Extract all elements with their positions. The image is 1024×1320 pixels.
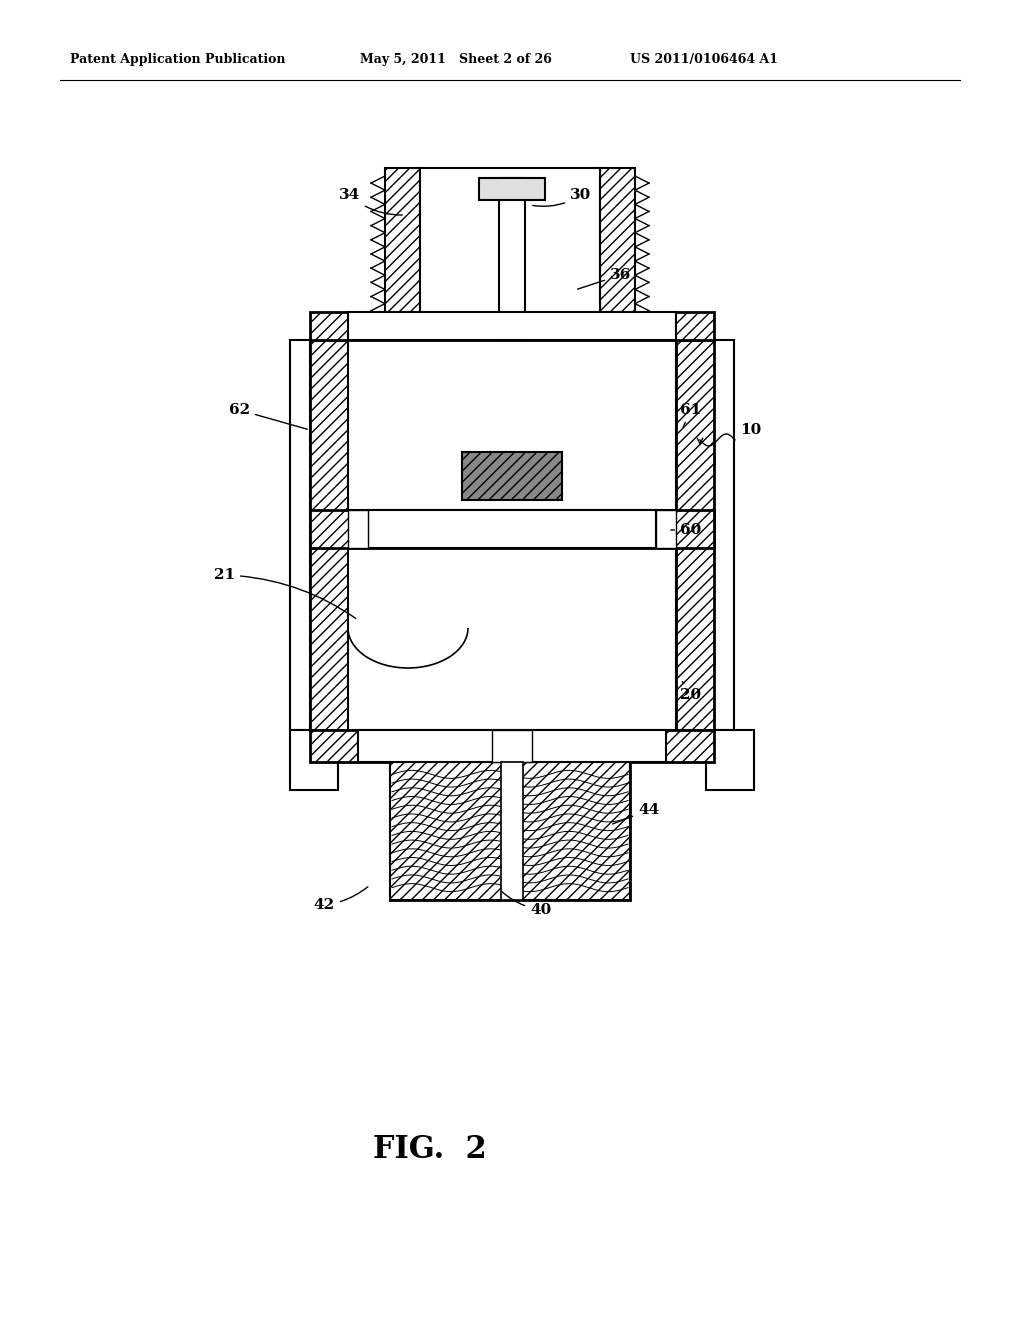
Bar	[290, 341, 310, 730]
Text: 40: 40	[502, 892, 551, 917]
Text: 21: 21	[214, 568, 355, 618]
Bar	[310, 312, 714, 341]
Bar	[501, 762, 523, 900]
Bar	[676, 341, 714, 730]
Text: US 2011/0106464 A1: US 2011/0106464 A1	[630, 54, 778, 66]
Bar	[706, 730, 754, 789]
Bar	[348, 312, 676, 341]
Text: FIG.  2: FIG. 2	[373, 1134, 486, 1166]
Bar	[385, 168, 420, 341]
Text: Patent Application Publication: Patent Application Publication	[70, 54, 286, 66]
Bar	[420, 168, 600, 341]
Bar	[462, 451, 562, 500]
Text: 34: 34	[339, 187, 402, 215]
Text: 20: 20	[680, 681, 701, 702]
Bar	[310, 730, 714, 762]
Text: 30: 30	[532, 187, 591, 206]
Bar	[310, 341, 348, 730]
Text: 36: 36	[578, 268, 631, 289]
Text: 61: 61	[680, 403, 701, 428]
Bar	[348, 548, 676, 730]
Bar	[310, 510, 714, 548]
Text: 10: 10	[740, 422, 761, 437]
Bar	[348, 510, 368, 548]
Bar	[358, 730, 666, 762]
Bar	[368, 510, 656, 548]
Bar	[348, 341, 676, 510]
Bar	[714, 341, 734, 730]
Text: 60: 60	[671, 523, 701, 537]
Bar	[479, 178, 545, 201]
Bar	[656, 510, 676, 548]
Text: 44: 44	[612, 803, 659, 824]
Bar	[290, 730, 338, 789]
Text: 62: 62	[229, 403, 307, 429]
Bar	[492, 730, 532, 762]
Bar	[390, 762, 630, 900]
Bar	[390, 762, 630, 900]
Text: 42: 42	[314, 887, 368, 912]
Text: May 5, 2011   Sheet 2 of 26: May 5, 2011 Sheet 2 of 26	[360, 54, 552, 66]
Bar	[600, 168, 635, 341]
Bar	[499, 178, 525, 341]
